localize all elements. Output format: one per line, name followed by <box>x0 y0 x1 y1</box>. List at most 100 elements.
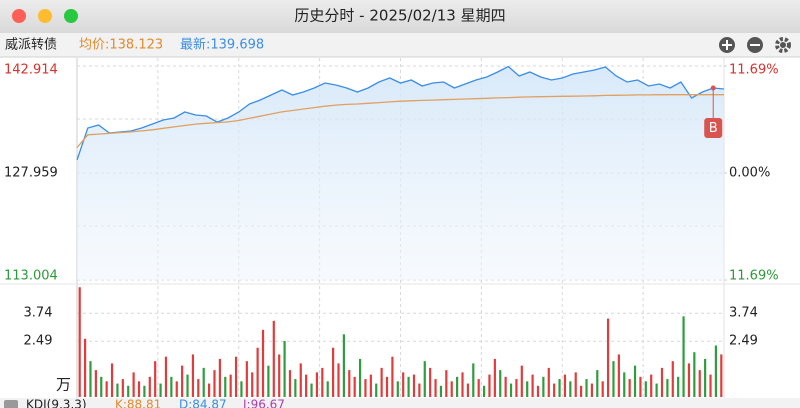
volume-bar <box>326 381 329 397</box>
volume-bar <box>547 367 550 397</box>
volume-bar <box>660 367 664 397</box>
minimize-button[interactable] <box>38 9 52 23</box>
avg-line <box>76 94 724 149</box>
zoom-button[interactable] <box>64 9 78 23</box>
volume-bar <box>385 376 389 397</box>
volume-bar <box>78 287 81 397</box>
latest-price: 最新:139.698 <box>180 37 264 53</box>
volume-bar <box>283 340 286 397</box>
volume-bar <box>714 345 718 397</box>
volume-bar <box>412 374 416 397</box>
volume-bar <box>671 361 674 397</box>
volume-bar <box>218 358 221 397</box>
volume-bar <box>127 385 130 397</box>
volume-bar <box>461 372 464 397</box>
volume-bar <box>590 383 594 397</box>
y2-tick-label: 11.69% <box>729 269 779 284</box>
volume-bar <box>499 370 502 397</box>
volume-bar <box>693 352 696 397</box>
volume-bar <box>364 379 367 397</box>
volume-bar <box>94 370 97 397</box>
zoom-in-icon[interactable] <box>719 37 735 53</box>
volume-bar <box>574 372 577 397</box>
volume-bar <box>520 365 523 397</box>
indicator-name: KDJ(9,3,3) <box>26 398 87 408</box>
volume-bar <box>154 361 157 397</box>
volume-bar <box>606 318 610 397</box>
volume-bar <box>164 356 168 397</box>
volume-bar <box>466 383 469 397</box>
volume-bar <box>704 358 707 397</box>
indicator-icon[interactable] <box>4 400 18 408</box>
volume-bar <box>299 363 302 397</box>
volume-bar <box>348 370 351 397</box>
volume-unit: 万 <box>56 376 71 394</box>
volume-bar <box>628 379 631 397</box>
indicator-value: K:88.81 <box>115 398 161 408</box>
close-button[interactable] <box>12 9 26 23</box>
volume-bar <box>450 381 453 397</box>
volume-bar <box>472 363 475 397</box>
volume-bar <box>623 372 626 397</box>
volume-bar <box>170 376 173 397</box>
window-title: 历史分时 - 2025/02/13 星期四 <box>294 7 505 25</box>
volume-bar <box>305 374 308 397</box>
volume-bar <box>542 376 545 397</box>
y-tick-label: 142.914 <box>4 63 58 78</box>
marker-label: B <box>709 121 718 136</box>
volume-bar <box>256 347 259 397</box>
volume-bar <box>482 385 486 397</box>
volume-bar <box>332 347 335 397</box>
volume-bar <box>380 367 383 397</box>
zoom-out-icon[interactable] <box>747 37 763 53</box>
volume-bar <box>687 363 691 397</box>
volume-bar <box>580 385 583 397</box>
volume-bar <box>321 367 324 397</box>
volume-bar <box>234 356 238 397</box>
volume-bar <box>396 381 399 397</box>
volume-tick-label: 2.49 <box>24 334 53 349</box>
volume-bar <box>315 372 319 397</box>
y2-tick-label: 0.00% <box>729 166 770 181</box>
volume-bar <box>418 383 421 397</box>
volume-bar <box>677 376 680 397</box>
volume-bar <box>261 329 265 397</box>
volume-bar <box>477 379 480 397</box>
volume-bar <box>698 370 701 397</box>
y-tick-label: 127.959 <box>4 166 58 181</box>
volume-bar <box>563 374 567 397</box>
volume-bar <box>569 381 572 397</box>
volume-bar <box>488 374 491 397</box>
volume-bar <box>434 379 437 397</box>
volume-bar <box>445 370 448 397</box>
volume-bar <box>245 361 248 397</box>
volume-bar <box>202 367 205 397</box>
volume-bar <box>369 374 372 397</box>
volume-bar <box>251 372 254 397</box>
volume-tick-label-right: 2.49 <box>729 334 758 349</box>
volume-bar <box>191 354 195 397</box>
volume-bar <box>439 385 443 397</box>
volume-bar <box>553 383 556 397</box>
volume-bar <box>132 372 135 397</box>
volume-bar <box>100 376 103 397</box>
volume-bar <box>504 376 507 397</box>
volume-bar <box>148 376 151 397</box>
volume-bar <box>121 379 124 397</box>
indicator-value: J:96.67 <box>242 398 285 408</box>
volume-bar <box>267 365 270 397</box>
settings-icon[interactable] <box>775 37 791 53</box>
volume-bar <box>240 381 243 397</box>
volume-bar <box>423 361 426 397</box>
volume-bar <box>110 363 114 397</box>
volume-bar <box>159 383 162 397</box>
volume-bar <box>456 376 459 397</box>
volume-bar <box>650 374 653 397</box>
volume-bar <box>666 379 669 397</box>
volume-bar <box>353 376 356 397</box>
volume-bar <box>224 376 227 397</box>
volume-bar <box>391 356 394 397</box>
volume-bar <box>207 383 211 397</box>
volume-bar <box>596 370 599 397</box>
volume-bar <box>526 381 529 397</box>
